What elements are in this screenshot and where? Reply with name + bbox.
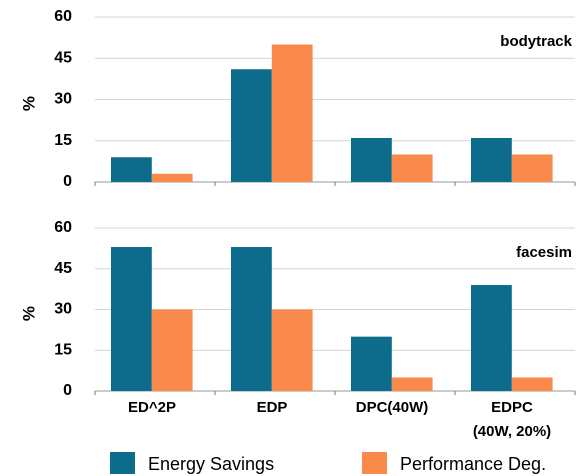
- bar: [391, 377, 433, 391]
- x-tick-label: EDPC (40W, 20%): [472, 399, 552, 440]
- bar: [111, 247, 152, 391]
- y-tick-label: 15: [54, 341, 72, 358]
- bar: [231, 247, 272, 391]
- y-tick-label: 60: [54, 8, 72, 25]
- y-tick-label: 0: [63, 173, 72, 190]
- bar: [151, 309, 193, 391]
- y-tick-label: 45: [54, 49, 72, 66]
- legend-label: Performance Deg.: [400, 454, 546, 474]
- y-tick-label: 15: [54, 132, 72, 149]
- bar: [511, 377, 553, 391]
- y-axis-label: %: [19, 96, 38, 111]
- y-tick-label: 60: [54, 219, 72, 236]
- bar: [471, 285, 512, 391]
- x-tick-label: ED^2P: [128, 399, 176, 416]
- y-tick-label: 0: [63, 382, 72, 399]
- bar: [351, 336, 392, 391]
- bar: [511, 154, 553, 182]
- bar: [231, 69, 272, 182]
- y-axis-label: %: [19, 306, 38, 321]
- legend-swatch: [110, 452, 135, 474]
- y-tick-label: 30: [54, 91, 72, 108]
- panel-annotation: facesim: [516, 244, 572, 261]
- bar: [271, 309, 313, 391]
- bar: [391, 154, 433, 182]
- bar: [111, 157, 152, 182]
- legend-label: Energy Savings: [148, 454, 274, 474]
- bar: [151, 173, 193, 182]
- y-tick-label: 45: [54, 260, 72, 277]
- x-tick-label: DPC(40W): [355, 399, 429, 416]
- x-tick-label: EDP: [256, 399, 288, 416]
- bar: [471, 138, 512, 182]
- bar: [271, 44, 313, 182]
- panel-annotation: bodytrack: [500, 33, 572, 50]
- legend-swatch: [362, 452, 387, 474]
- y-tick-label: 30: [54, 301, 72, 318]
- bar: [351, 138, 392, 182]
